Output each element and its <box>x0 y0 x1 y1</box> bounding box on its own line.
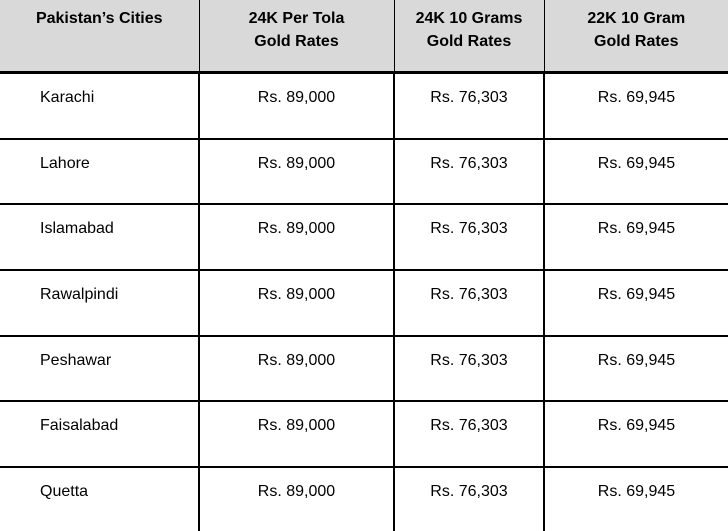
table-row: Peshawar Rs. 89,000 Rs. 76,303 Rs. 69,94… <box>0 334 728 403</box>
rate-cell-22k-10g: Rs. 69,945 <box>543 334 728 403</box>
rate-cell-22k-10g: Rs. 69,945 <box>543 137 728 206</box>
header-text: 24K Per Tola <box>248 10 345 27</box>
city-cell: Quetta <box>0 466 200 531</box>
rate-cell-24k-10g: Rs. 76,303 <box>393 203 545 271</box>
column-header-24k-10-grams: 24K 10 Grams Gold Rates <box>393 0 545 74</box>
city-cell: Karachi <box>0 71 200 140</box>
table-row: Islamabad Rs. 89,000 Rs. 76,303 Rs. 69,9… <box>0 203 728 271</box>
rate-cell-24k-10g: Rs. 76,303 <box>393 466 545 531</box>
rate-cell-24k-10g: Rs. 76,303 <box>393 334 545 403</box>
header-text: Pakistan’s Cities <box>35 10 163 27</box>
header-text: Gold Rates <box>426 33 512 50</box>
rate-cell-24k-tola: Rs. 89,000 <box>198 334 395 403</box>
city-cell: Rawalpindi <box>0 268 200 337</box>
table-row: Karachi Rs. 89,000 Rs. 76,303 Rs. 69,945 <box>0 71 728 140</box>
rate-cell-22k-10g: Rs. 69,945 <box>543 71 728 140</box>
rate-cell-22k-10g: Rs. 69,945 <box>543 400 728 469</box>
column-header-22k-10-gram: 22K 10 Gram Gold Rates <box>543 0 728 74</box>
rate-cell-24k-tola: Rs. 89,000 <box>198 268 395 337</box>
table-row: Rawalpindi Rs. 89,000 Rs. 76,303 Rs. 69,… <box>0 268 728 337</box>
city-cell: Islamabad <box>0 203 200 271</box>
rate-cell-22k-10g: Rs. 69,945 <box>543 466 728 531</box>
header-text: 22K 10 Gram <box>587 10 686 27</box>
table-row: Quetta Rs. 89,000 Rs. 76,303 Rs. 69,945 <box>0 466 728 531</box>
header-text: 24K 10 Grams <box>415 10 523 27</box>
table-row: Faisalabad Rs. 89,000 Rs. 76,303 Rs. 69,… <box>0 400 728 469</box>
rate-cell-24k-tola: Rs. 89,000 <box>198 203 395 271</box>
rate-cell-22k-10g: Rs. 69,945 <box>543 268 728 337</box>
table-row: Lahore Rs. 89,000 Rs. 76,303 Rs. 69,945 <box>0 137 728 206</box>
city-cell: Peshawar <box>0 334 200 403</box>
column-header-cities: Pakistan’s Cities <box>0 0 200 74</box>
rate-cell-24k-10g: Rs. 76,303 <box>393 268 545 337</box>
rate-cell-24k-10g: Rs. 76,303 <box>393 137 545 206</box>
header-row: Pakistan’s Cities 24K Per Tola Gold Rate… <box>0 0 728 74</box>
rate-cell-24k-tola: Rs. 89,000 <box>198 466 395 531</box>
rate-cell-24k-10g: Rs. 76,303 <box>393 71 545 140</box>
rate-cell-24k-10g: Rs. 76,303 <box>393 400 545 469</box>
city-cell: Faisalabad <box>0 400 200 469</box>
header-text: Gold Rates <box>254 33 339 50</box>
rate-cell-24k-tola: Rs. 89,000 <box>198 400 395 469</box>
city-cell: Lahore <box>0 137 200 206</box>
rate-cell-22k-10g: Rs. 69,945 <box>543 203 728 271</box>
rate-cell-24k-tola: Rs. 89,000 <box>198 137 395 206</box>
column-header-24k-per-tola: 24K Per Tola Gold Rates <box>198 0 395 74</box>
rate-cell-24k-tola: Rs. 89,000 <box>198 71 395 140</box>
header-text: Gold Rates <box>594 33 679 50</box>
